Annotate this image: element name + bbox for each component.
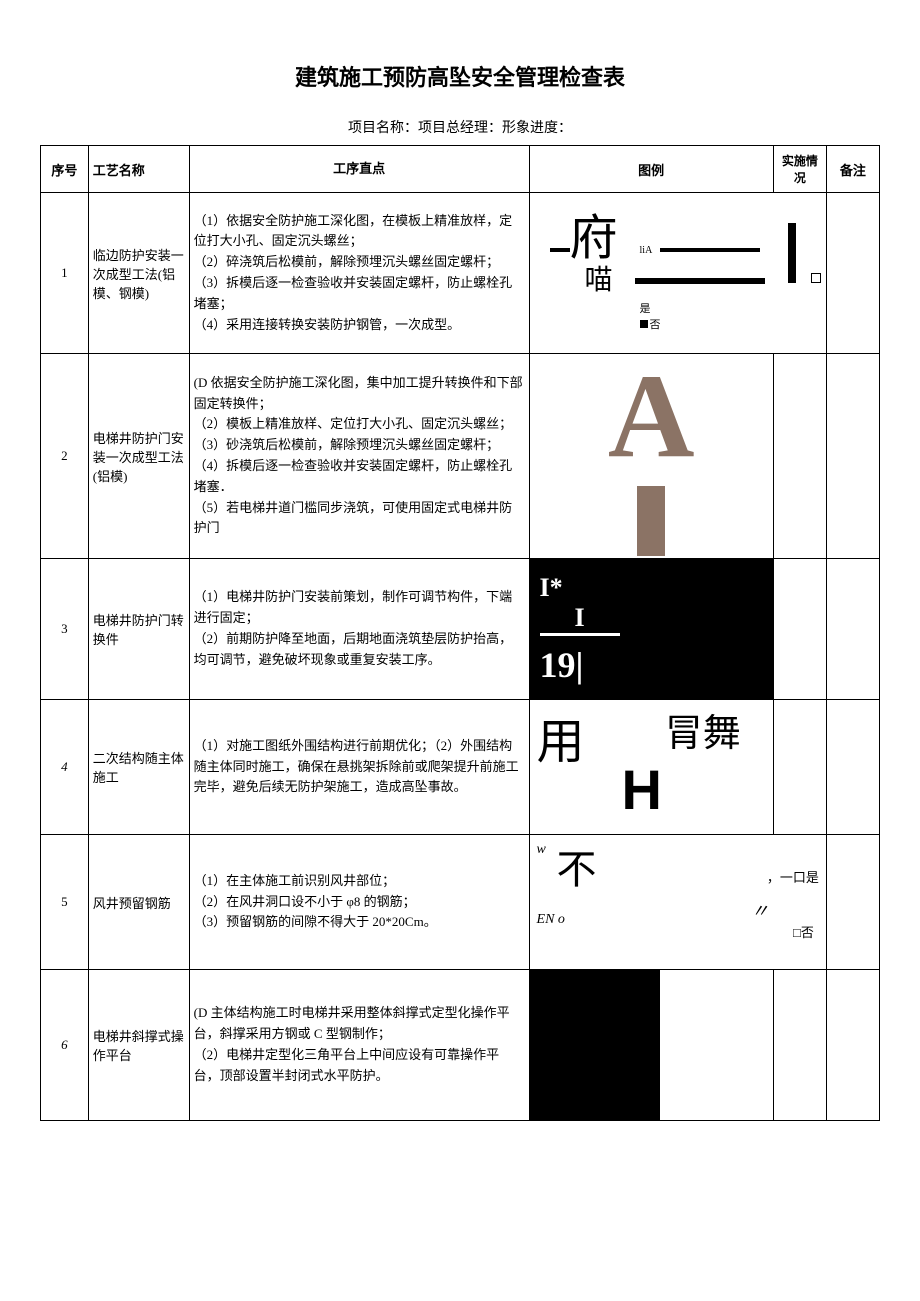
diagram-text: I xyxy=(540,603,620,636)
status-yes: 是 xyxy=(640,302,661,317)
table-row: 3 电梯井防护门转换件 （1）电梯井防护门安装前策划，制作可调节构件，下端进行固… xyxy=(41,559,880,700)
row-name: 二次结构随主体施工 xyxy=(88,700,189,835)
row-status xyxy=(773,700,826,835)
check-mark-icon xyxy=(640,320,648,328)
row-num: 1 xyxy=(41,193,89,354)
diagram-letter-h: H xyxy=(622,757,662,822)
diagram-4-cell: 用 冐舞 H xyxy=(529,700,773,835)
table-row: 1 临边防护安装一次成型工法(铝模、钢模) （1）依据安全防护施工深化图，在模板… xyxy=(41,193,880,354)
row-note xyxy=(826,559,879,700)
diagram-text: 19| xyxy=(540,644,584,686)
header-num: 序号 xyxy=(41,146,89,193)
row-note xyxy=(826,835,879,970)
diagram-3-cell: I* I 19| xyxy=(529,559,773,700)
diagram-2-cell: A xyxy=(529,354,773,559)
checklist-table: 序号 工艺名称 工序直点 图例 实施情况 备注 1 临边防护安装一次成型工法(铝… xyxy=(40,145,880,1121)
diagram-char: 冐舞 xyxy=(665,702,741,757)
diagram-2: A xyxy=(532,356,771,556)
diagram-black-box xyxy=(530,970,660,1120)
checkbox-icon[interactable] xyxy=(811,273,821,283)
row-name: 临边防护安装一次成型工法(铝模、钢模) xyxy=(88,193,189,354)
table-row: 5 风井预留钢筋 （1）在主体施工前识别风井部位；（2）在风井洞口设不小于 φ8… xyxy=(41,835,880,970)
row-step: （1）依据安全防护施工深化图，在模板上精准放样，定位打大小孔、固定沉头螺丝；（2… xyxy=(189,193,529,354)
row-name: 电梯井防护门转换件 xyxy=(88,559,189,700)
diagram-5-cell: w 不 EN o ，一口是 〃 □否 xyxy=(529,835,826,970)
diagram-6 xyxy=(530,970,773,1120)
header-status: 实施情况 xyxy=(773,146,826,193)
diagram-text: liA xyxy=(640,245,653,256)
diagram-3: I* I 19| xyxy=(530,559,773,699)
status-no: 否 xyxy=(650,319,661,331)
diagram-text: EN o xyxy=(537,912,565,928)
row-step: (D 主体结构施工时电梯井采用整体斜撑式定型化操作平台，斜撑采用方钢或 C 型钢… xyxy=(189,970,529,1121)
row-num: 2 xyxy=(41,354,89,559)
diagram-text: I* xyxy=(540,573,563,603)
diagram-bar xyxy=(637,486,665,556)
header-img: 图例 xyxy=(529,146,773,193)
row-num: 3 xyxy=(41,559,89,700)
diagram-char: 用 xyxy=(537,702,585,772)
row-step: （1）电梯井防护门安装前策划，制作可调节构件，下端进行固定；（2）前期防护降至地… xyxy=(189,559,529,700)
row-step: （1）对施工图纸外围结构进行前期优化；（2）外围结构随主体同时施工，确保在悬挑架… xyxy=(189,700,529,835)
row-step: (D 依据安全防护施工深化图，集中加工提升转换件和下部固定转换件；（2）模板上精… xyxy=(189,354,529,559)
page-title: 建筑施工预防高坠安全管理检查表 xyxy=(40,60,880,92)
row-status xyxy=(773,970,826,1121)
table-row: 2 电梯井防护门安装一次成型工法(铝模) (D 依据安全防护施工深化图，集中加工… xyxy=(41,354,880,559)
row-note xyxy=(826,700,879,835)
diagram-text: ，一口是 xyxy=(767,867,819,886)
row-note xyxy=(826,193,879,354)
diagram-text: w xyxy=(537,842,546,858)
row-num: 4 xyxy=(41,700,89,835)
diagram-1: 府 喵 liA 是 否 xyxy=(530,193,826,353)
table-row: 4 二次结构随主体施工 （1）对施工图纸外围结构进行前期优化；（2）外围结构随主… xyxy=(41,700,880,835)
row-num: 6 xyxy=(41,970,89,1121)
row-status xyxy=(773,559,826,700)
page-subtitle: 项目名称：项目总经理：形象进度： xyxy=(40,117,880,137)
row-name: 风井预留钢筋 xyxy=(88,835,189,970)
diagram-char: 喵 xyxy=(585,258,613,298)
diagram-6-cell xyxy=(529,970,773,1121)
table-row: 6 电梯井斜撑式操作平台 (D 主体结构施工时电梯井采用整体斜撑式定型化操作平台… xyxy=(41,970,880,1121)
diagram-text: □否 xyxy=(793,922,814,941)
header-note: 备注 xyxy=(826,146,879,193)
row-note xyxy=(826,354,879,559)
diagram-char: 不 xyxy=(557,837,597,895)
row-name: 电梯井防护门安装一次成型工法(铝模) xyxy=(88,354,189,559)
row-status xyxy=(773,354,826,559)
row-num: 5 xyxy=(41,835,89,970)
diagram-4: 用 冐舞 H xyxy=(532,702,771,832)
row-step: （1）在主体施工前识别风井部位；（2）在风井洞口设不小于 φ8 的钢筋；（3）预… xyxy=(189,835,529,970)
row-name: 电梯井斜撑式操作平台 xyxy=(88,970,189,1121)
diagram-letter-a: A xyxy=(608,356,695,476)
diagram-text: 〃 xyxy=(751,897,769,923)
row-note xyxy=(826,970,879,1121)
diagram-5: w 不 EN o ，一口是 〃 □否 xyxy=(532,837,824,967)
header-step: 工序直点 xyxy=(189,146,529,193)
header-name: 工艺名称 xyxy=(88,146,189,193)
